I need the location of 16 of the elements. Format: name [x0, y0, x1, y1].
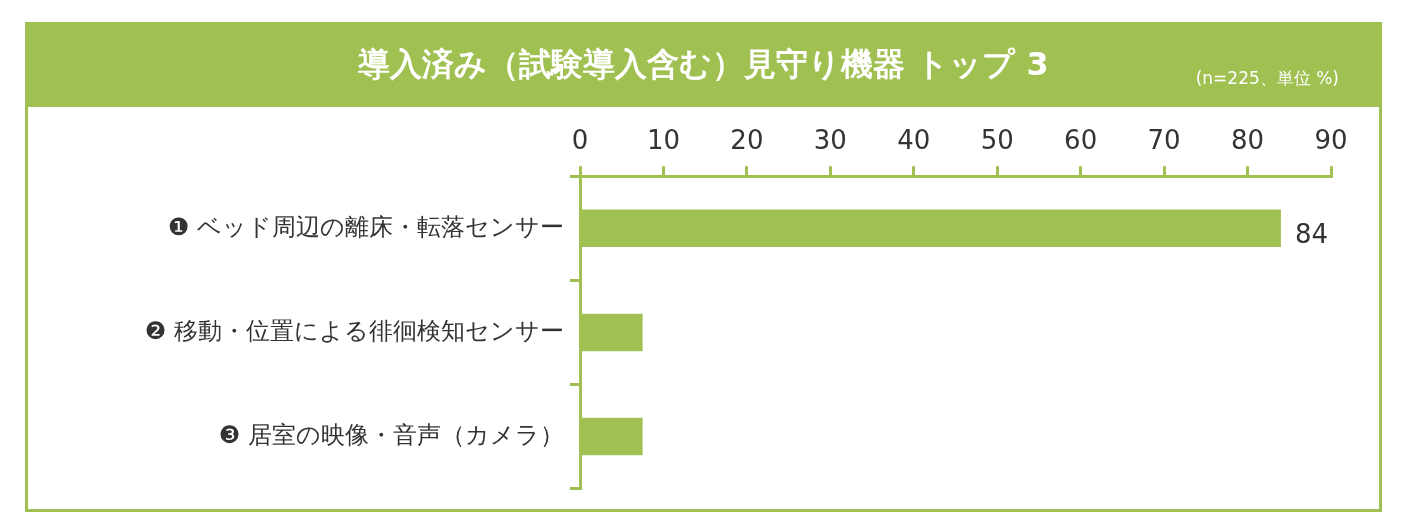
y-tick-label: ❸ 居室の映像・音声（カメラ） — [218, 420, 564, 449]
x-tick-label: 50 — [980, 125, 1014, 156]
chart-subtitle: (n=225、単位 %) — [1195, 67, 1339, 90]
data-label: 84 — [1294, 219, 1329, 250]
x-tick-label: 0 — [571, 125, 589, 156]
x-tick-label: 20 — [730, 125, 764, 156]
x-tick-label: 90 — [1314, 125, 1348, 156]
x-tick-label: 60 — [1064, 125, 1098, 156]
x-tick-label: 80 — [1231, 125, 1265, 156]
x-tick-label: 40 — [897, 125, 931, 156]
x-tick-label: 70 — [1147, 125, 1181, 156]
x-tick-label: 30 — [813, 125, 847, 156]
y-tick-label: ❶ ベッド周辺の離床・転落センサー — [167, 212, 564, 241]
y-tick-label: ❷ 移動・位置による徘徊検知センサー — [144, 316, 564, 345]
x-tick-label: 10 — [646, 125, 680, 156]
chart-title: 導入済み（試験導入含む）見守り機器 トップ 3 — [358, 45, 1049, 83]
